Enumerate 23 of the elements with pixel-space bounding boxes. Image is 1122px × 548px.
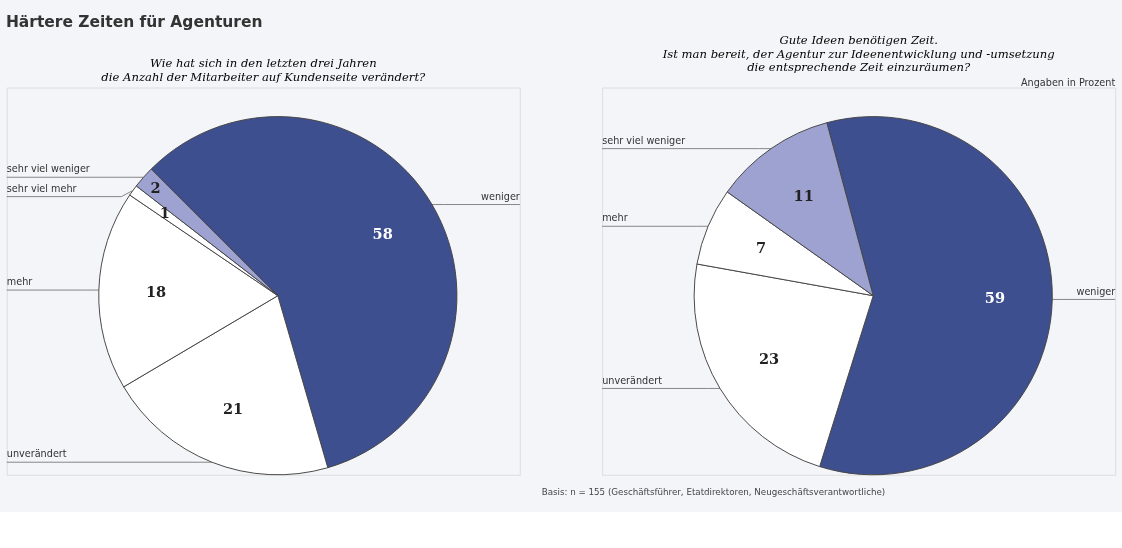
slice-label: unverändert	[6, 448, 67, 460]
slice-label: sehr viel weniger	[6, 163, 90, 175]
data-label: 7	[755, 239, 766, 257]
slice-label: mehr	[602, 212, 628, 224]
chart-subtitle: Wie hat sich in den letzten drei Jahren die Anzahl der Mitarbeiter auf Kundenseite verändert?	[101, 56, 427, 84]
slice-label: weniger	[1076, 285, 1116, 297]
slice-label: sehr viel mehr	[6, 182, 77, 194]
slice-label: unverändert	[602, 374, 663, 386]
data-label: 58	[372, 224, 393, 242]
text: Basis: n = 155 (Geschäftsführer, Etatdirektoren, Neugeschäftsverantwortliche)	[541, 487, 886, 498]
data-label: 59	[984, 289, 1006, 307]
data-label: 21	[222, 399, 244, 417]
data-label: 2	[150, 178, 161, 196]
data-label: 11	[793, 186, 814, 204]
slice-label: mehr	[6, 276, 33, 288]
chart-title: Härtere Zeiten für Agenturen	[5, 13, 263, 32]
data-label: 1	[159, 204, 170, 222]
data-label: 23	[758, 349, 780, 367]
chart-subtitle: Gute Ideen benötigen Zeit. Ist man bereit, der Agentur zur Ideenentwicklung und -umsetzung die entsprechende Zeit einzuräumen?	[661, 32, 1055, 75]
text: Angaben in Prozent	[1020, 76, 1116, 88]
slice-label: sehr viel weniger	[602, 134, 686, 146]
data-label: 18	[146, 282, 167, 300]
slice-label: weniger	[481, 190, 520, 202]
